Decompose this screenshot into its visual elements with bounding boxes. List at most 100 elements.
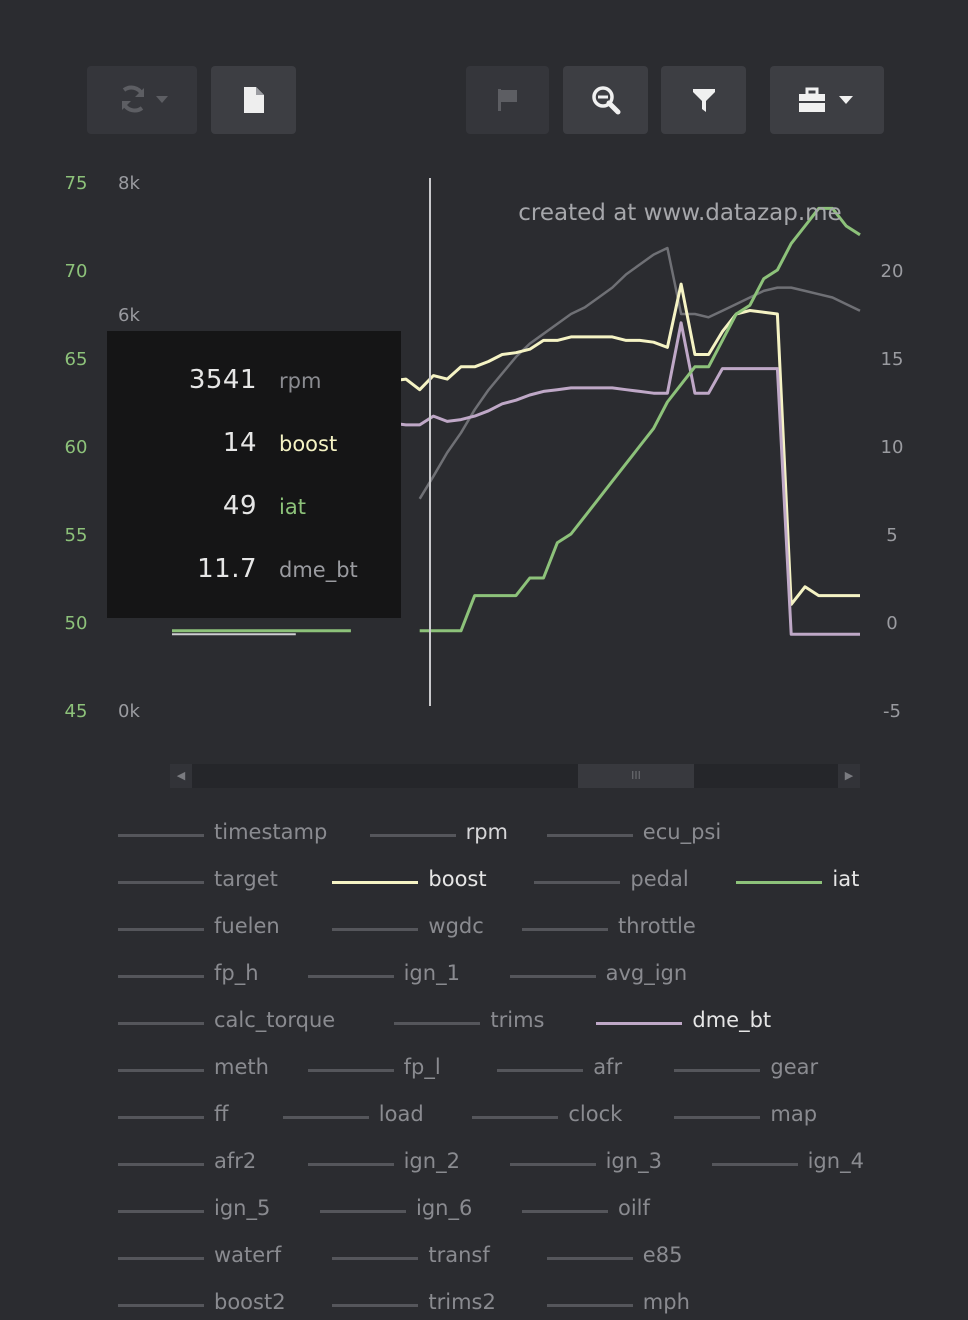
- legend-item-boost[interactable]: boost: [332, 867, 490, 897]
- chart-range-scrollbar[interactable]: ◀ III ▶: [170, 764, 860, 788]
- legend-item-load[interactable]: load: [282, 1102, 429, 1132]
- legend-item-afr2[interactable]: afr2: [118, 1149, 264, 1179]
- series-line-rpm[interactable]: [418, 246, 861, 500]
- legend-swatch: [332, 881, 419, 884]
- legend-swatch: [118, 1163, 204, 1166]
- scrollbar-thumb[interactable]: III: [578, 764, 694, 788]
- file-button[interactable]: [211, 66, 296, 134]
- tooltip-series-name: iat: [279, 495, 306, 519]
- legend-item-meth[interactable]: meth: [118, 1055, 269, 1085]
- watermark: created at www.datazap.me: [518, 200, 841, 226]
- left-outer-axis-tick-label: 55: [65, 525, 88, 546]
- legend-label: ign_3: [605, 1149, 662, 1173]
- right-axis-tick-label: 5: [886, 525, 897, 546]
- legend-label: timestamp: [214, 820, 328, 844]
- tooltip-value: 3541: [188, 365, 257, 395]
- legend-label: e85: [642, 1243, 683, 1267]
- legend-label: ign_1: [403, 961, 460, 985]
- legend-swatch: [118, 834, 204, 837]
- legend-item-waterf[interactable]: waterf: [118, 1243, 289, 1273]
- file-icon: [243, 87, 264, 113]
- legend-item-target[interactable]: target: [118, 867, 289, 897]
- legend-item-avg-ign[interactable]: avg_ign: [509, 961, 693, 991]
- right-axis-tick-label: 15: [881, 349, 904, 370]
- legend-label: boost: [428, 867, 487, 891]
- legend-item-iat[interactable]: iat: [736, 867, 870, 897]
- left-inner-axis-tick-label: 0k: [118, 701, 140, 722]
- series-line-iat[interactable]: [172, 206, 861, 633]
- legend-label: dme_bt: [692, 1008, 772, 1032]
- legend-item-timestamp[interactable]: timestamp: [118, 820, 328, 850]
- legend-item-trims[interactable]: trims: [394, 1008, 552, 1038]
- legend-item-fuelen[interactable]: fuelen: [118, 914, 289, 944]
- legend-item-boost2[interactable]: boost2: [118, 1290, 289, 1320]
- flag-button[interactable]: [466, 66, 549, 134]
- legend-swatch: [736, 881, 823, 884]
- filter-button[interactable]: [661, 66, 746, 134]
- legend-item-dme-bt[interactable]: dme_bt: [596, 1008, 771, 1038]
- left-inner-axis-tick-label: 6k: [118, 305, 140, 326]
- legend-item-trims2[interactable]: trims2: [332, 1290, 503, 1320]
- series-line-boost[interactable]: [392, 282, 860, 606]
- tooltip-row-rpm: 3541 rpm: [107, 365, 401, 405]
- legend-item-pedal[interactable]: pedal: [534, 867, 692, 897]
- legend-item-gear[interactable]: gear: [674, 1055, 820, 1085]
- legend-label: ign_6: [416, 1196, 473, 1220]
- legend-swatch: [497, 1069, 584, 1072]
- legend-item-ign-3[interactable]: ign_3: [509, 1149, 668, 1179]
- legend-item-ign-4[interactable]: ign_4: [711, 1149, 870, 1179]
- legend-item-transf[interactable]: transf: [332, 1243, 503, 1273]
- legend-item-oilf[interactable]: oilf: [522, 1196, 668, 1226]
- legend-label: fp_h: [214, 961, 259, 985]
- legend-item-calc-torque[interactable]: calc_torque: [118, 1008, 351, 1038]
- legend-label: ign_4: [807, 1149, 864, 1173]
- legend-item-ign-6[interactable]: ign_6: [320, 1196, 478, 1226]
- legend-label: trims: [490, 1008, 545, 1032]
- legend-swatch: [332, 1304, 419, 1307]
- legend-item-ff[interactable]: ff: [118, 1102, 239, 1132]
- legend-item-afr[interactable]: afr: [497, 1055, 631, 1085]
- series-line-dme-bt[interactable]: [392, 321, 860, 636]
- legend-item-mph[interactable]: mph: [546, 1290, 690, 1320]
- legend-label: meth: [214, 1055, 269, 1079]
- legend-swatch: [509, 1163, 596, 1166]
- legend-item-clock[interactable]: clock: [472, 1102, 630, 1132]
- left-outer-axis-tick-label: 65: [65, 349, 88, 370]
- legend-swatch: [118, 975, 204, 978]
- toolbox-dropdown-button[interactable]: [770, 66, 884, 134]
- zoom-button[interactable]: [563, 66, 648, 134]
- legend-swatch: [282, 1116, 369, 1119]
- legend-item-ign-1[interactable]: ign_1: [307, 961, 466, 991]
- legend-item-e85[interactable]: e85: [546, 1243, 683, 1273]
- refresh-dropdown-button[interactable]: [87, 66, 197, 134]
- legend-swatch: [674, 1116, 761, 1119]
- legend-swatch: [118, 1304, 204, 1307]
- scroll-right-arrow-icon[interactable]: ▶: [838, 764, 860, 788]
- right-axis-tick-label: 10: [881, 437, 904, 458]
- legend-label: waterf: [214, 1243, 282, 1267]
- legend-label: ff: [214, 1102, 229, 1126]
- legend-item-fp-h[interactable]: fp_h: [118, 961, 264, 991]
- legend-label: fp_l: [403, 1055, 441, 1079]
- legend-item-fp-l[interactable]: fp_l: [307, 1055, 454, 1085]
- legend-item-map[interactable]: map: [674, 1102, 817, 1132]
- legend-item-rpm[interactable]: rpm: [369, 820, 508, 850]
- legend-swatch: [320, 1210, 406, 1213]
- legend-swatch: [472, 1116, 559, 1119]
- left-inner-axis-tick-label: 8k: [118, 173, 140, 194]
- legend-item-ign-2[interactable]: ign_2: [307, 1149, 466, 1179]
- legend-item-throttle[interactable]: throttle: [522, 914, 718, 944]
- legend-label: clock: [568, 1102, 623, 1126]
- scroll-left-arrow-icon[interactable]: ◀: [170, 764, 192, 788]
- legend-swatch: [509, 975, 596, 978]
- left-outer-axis-tick-label: 60: [65, 437, 88, 458]
- legend-swatch: [307, 1069, 394, 1072]
- legend-swatch: [394, 1022, 481, 1025]
- legend-swatch: [534, 881, 621, 884]
- legend-item-wgdc[interactable]: wgdc: [332, 914, 484, 944]
- legend-item-ign-5[interactable]: ign_5: [118, 1196, 276, 1226]
- tooltip-row-dme-bt: 11.7 dme_bt: [107, 554, 401, 594]
- right-axis-tick-label: 20: [881, 261, 904, 282]
- legend-item-ecu-psi[interactable]: ecu_psi: [546, 820, 730, 850]
